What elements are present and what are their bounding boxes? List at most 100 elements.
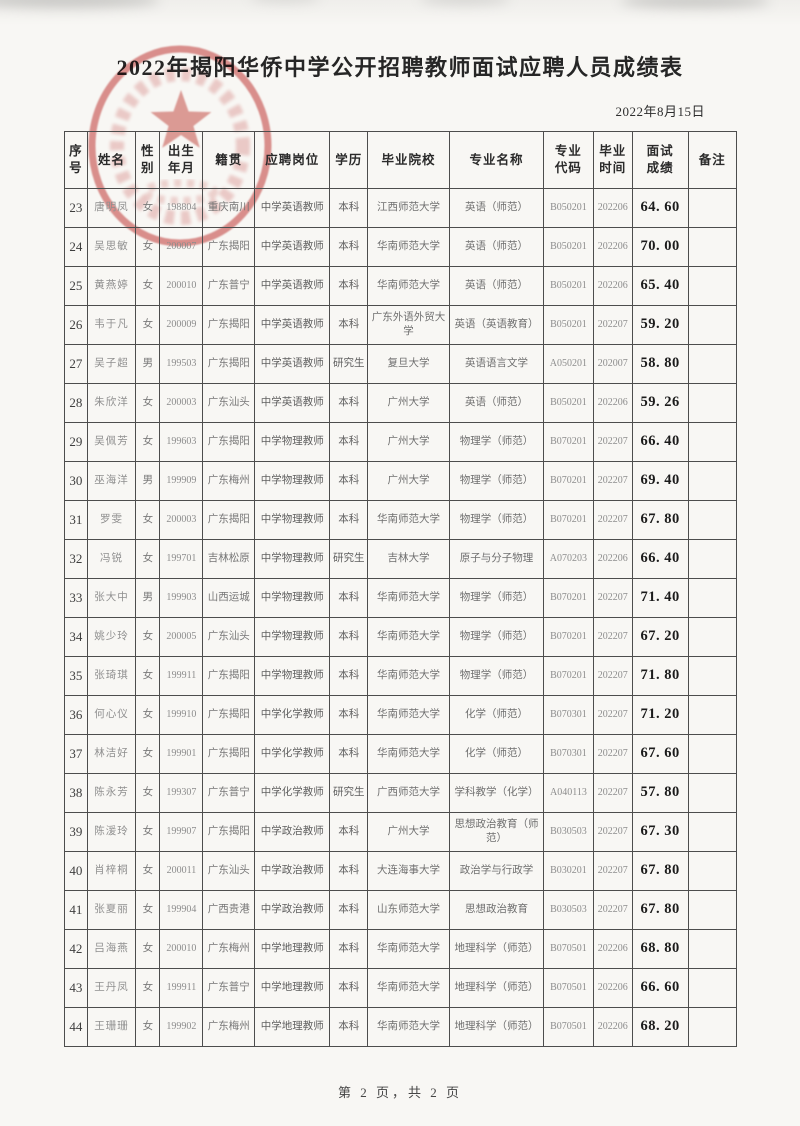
cell-score: 71. 40: [631, 578, 689, 618]
cell-native-place: 广东揭阳: [202, 734, 256, 774]
table-row: 38 陈永芳女 199307 广东普宁 中学化学教师 研究生 广西师范大学 学科教学（化学） A…: [64, 773, 738, 813]
cell-major-code: B070201: [543, 617, 594, 657]
cell-gender: 女: [135, 266, 161, 306]
cell-major: 地理科学（师范）: [448, 968, 545, 1008]
cell-position: 中学物理教师: [254, 461, 331, 501]
cell-school: 大连海事大学: [367, 851, 450, 891]
cell-birth: 199909: [159, 461, 204, 501]
cell-native-place: 广东揭阳: [202, 812, 256, 852]
table-row: 28 朱欣洋女 200003 广东汕头 中学英语教师 本科 广州大学 英语（师范） B05020…: [64, 383, 738, 423]
cell-major: 英语（师范）: [448, 383, 545, 423]
cell-native-place: 广东普宁: [202, 773, 256, 813]
cell-major-code: B030201: [543, 851, 594, 891]
table-row: 25 黄燕婷女 200010 广东普宁 中学英语教师 本科 华南师范大学 英语（师范） B050…: [64, 266, 738, 306]
cell-grad-time: 202206: [592, 266, 633, 306]
cell-native-place: 广东梅州: [202, 1007, 256, 1047]
table-row: 29 吴佩芳女 199603 广东揭阳 中学物理教师 本科 广州大学 物理学（师范） B0702…: [64, 422, 738, 462]
cell-gender: 男: [135, 344, 161, 384]
cell-no: 31: [64, 500, 88, 540]
cell-degree: 本科: [329, 812, 369, 852]
cell-major-code: B070201: [543, 656, 594, 696]
cell-major: 地理科学（师范）: [448, 1007, 545, 1047]
table-row: 32 冯锐女 199701 吉林松原 中学物理教师 研究生 吉林大学 原子与分子物理 A0702…: [64, 539, 738, 579]
cell-degree: 本科: [329, 734, 369, 774]
table-row: 43 王丹凤女 199911 广东普宁 中学地理教师 本科 华南师范大学 地理科学（师范） B0…: [64, 968, 738, 1008]
cell-score: 58. 80: [631, 344, 689, 384]
cell-grad-time: 202207: [592, 617, 633, 657]
cell-no: 34: [64, 617, 88, 657]
cell-native-place: 广东揭阳: [202, 227, 256, 267]
cell-degree: 研究生: [329, 539, 369, 579]
cell-remark: [687, 773, 738, 813]
cell-birth: 199307: [159, 773, 204, 813]
cell-birth: 199902: [159, 1007, 204, 1047]
cell-remark: [687, 500, 738, 540]
cell-name: 林洁好: [86, 734, 137, 774]
cell-name: 巫海洋: [86, 461, 137, 501]
cell-position: 中学英语教师: [254, 305, 331, 345]
cell-birth: 199907: [159, 812, 204, 852]
cell-no: 35: [64, 656, 88, 696]
cell-position: 中学英语教师: [254, 266, 331, 306]
document-title: 2022年揭阳华侨中学公开招聘教师面试应聘人员成绩表: [116, 55, 684, 80]
cell-score: 71. 20: [631, 695, 689, 735]
cell-no: 41: [64, 890, 88, 930]
table-row: 42 吕海燕女 200010 广东梅州 中学地理教师 本科 华南师范大学 地理科学（师范） B0…: [64, 929, 738, 969]
cell-degree: 本科: [329, 188, 369, 228]
cell-school: 华南师范大学: [367, 929, 450, 969]
cell-name: 张大中: [86, 578, 137, 618]
cell-grad-time: 202207: [592, 851, 633, 891]
cell-grad-time: 202207: [592, 422, 633, 462]
cell-name: 朱欣洋: [86, 383, 137, 423]
table-row: 30 巫海洋男 199909 广东梅州 中学物理教师 本科 广州大学 物理学（师范） B0702…: [64, 461, 738, 501]
cell-major-code: B070501: [543, 929, 594, 969]
cell-remark: [687, 227, 738, 267]
cell-school: 山东师范大学: [367, 890, 450, 930]
cell-score: 59. 20: [631, 305, 689, 345]
cell-position: 中学政治教师: [254, 812, 331, 852]
cell-school: 华南师范大学: [367, 968, 450, 1008]
cell-school: 江西师范大学: [367, 188, 450, 228]
table-row: 31 罗雯女 200003 广东揭阳 中学物理教师 本科 华南师范大学 物理学（师范） B070…: [64, 500, 738, 540]
cell-grad-time: 202207: [592, 656, 633, 696]
cell-degree: 本科: [329, 968, 369, 1008]
cell-major-code: B050201: [543, 188, 594, 228]
cell-grad-time: 202207: [592, 734, 633, 774]
cell-school: 广州大学: [367, 383, 450, 423]
cell-position: 中学物理教师: [254, 539, 331, 579]
table-row: 37 林洁好女 199901 广东揭阳 中学化学教师 本科 华南师范大学 化学（师范） B070…: [64, 734, 738, 774]
table-row: 33 张大中男 199903 山西运城 中学物理教师 本科 华南师范大学 物理学（师范） B07…: [64, 578, 738, 618]
cell-remark: [687, 383, 738, 423]
cell-native-place: 广东汕头: [202, 383, 256, 423]
cell-native-place: 广东揭阳: [202, 695, 256, 735]
cell-position: 中学地理教师: [254, 968, 331, 1008]
cell-position: 中学化学教师: [254, 734, 331, 774]
cell-no: 42: [64, 929, 88, 969]
cell-birth: 200009: [159, 305, 204, 345]
cell-school: 华南师范大学: [367, 734, 450, 774]
table-row: 26 韦于凡女 200009 广东揭阳 中学英语教师 本科 广东外语外贸大学 英语（英语教育）…: [64, 305, 738, 345]
cell-major: 地理科学（师范）: [448, 929, 545, 969]
cell-school: 华南师范大学: [367, 617, 450, 657]
cell-name: 何心仪: [86, 695, 137, 735]
cell-degree: 本科: [329, 461, 369, 501]
cell-grad-time: 202007: [592, 344, 633, 384]
cell-major-code: B070201: [543, 578, 594, 618]
cell-remark: [687, 695, 738, 735]
cell-remark: [687, 188, 738, 228]
cell-score: 59. 26: [631, 383, 689, 423]
table-row: 27 吴子超男 199503 广东揭阳 中学英语教师 研究生 复旦大学 英语语言文学 A0502…: [64, 344, 738, 384]
cell-grad-time: 202207: [592, 890, 633, 930]
table-row: 24 吴思敏女 200007 广东揭阳 中学英语教师 本科 华南师范大学 英语（师范） B050…: [64, 227, 738, 267]
cell-gender: 女: [135, 851, 161, 891]
cell-grad-time: 202206: [592, 929, 633, 969]
table-row: 44 王珊珊女 199902 广东梅州 中学地理教师 本科 华南师范大学 地理科学（师范） B0…: [64, 1007, 738, 1047]
cell-school: 复旦大学: [367, 344, 450, 384]
cell-major: 物理学（师范）: [448, 422, 545, 462]
cell-name: 吴思敏: [86, 227, 137, 267]
cell-major: 英语（师范）: [448, 266, 545, 306]
cell-position: 中学物理教师: [254, 617, 331, 657]
cell-native-place: 广东普宁: [202, 968, 256, 1008]
cell-name: 王丹凤: [86, 968, 137, 1008]
